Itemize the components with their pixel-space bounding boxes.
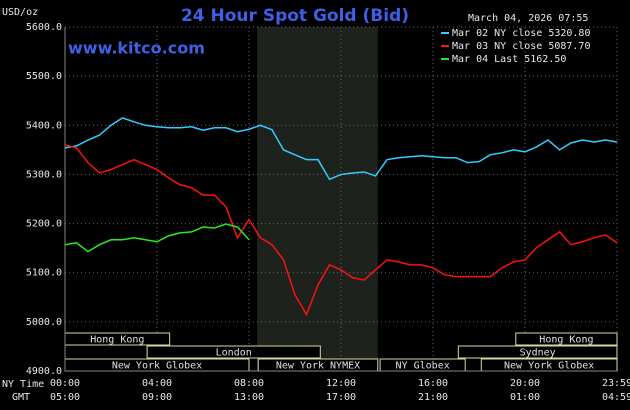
series-line bbox=[64, 223, 250, 253]
session-bar bbox=[515, 332, 618, 346]
x-tick-label: 23:59 bbox=[602, 378, 630, 389]
series-line bbox=[64, 144, 618, 317]
watermark: www.kitco.com bbox=[68, 39, 205, 58]
session-label: Sydney bbox=[520, 348, 556, 359]
session-bar bbox=[457, 345, 618, 359]
y-tick-label: 5300.0 bbox=[26, 169, 62, 180]
legend-label: Mar 02 NY close 5320.80 bbox=[452, 28, 590, 39]
x-tick-label-gmt: 09:00 bbox=[142, 392, 172, 403]
x-tick-label-gmt: 01:00 bbox=[510, 392, 540, 403]
y-tick-label: 5600.0 bbox=[26, 22, 62, 33]
x-tick-label-gmt: 21:00 bbox=[418, 392, 448, 403]
session-label: London bbox=[216, 348, 252, 359]
session-label: New York Globex bbox=[504, 361, 594, 372]
shaded-region bbox=[257, 27, 378, 371]
y-tick-label: 5100.0 bbox=[26, 268, 62, 279]
x-tick-label-gmt: 17:00 bbox=[326, 392, 356, 403]
x-tick-label-gmt: 13:00 bbox=[234, 392, 264, 403]
legend-label: Mar 04 Last 5162.50 bbox=[452, 54, 566, 65]
x-row-label: NY Time bbox=[2, 379, 44, 390]
x-tick-label-gmt: 04:59 bbox=[602, 392, 630, 403]
y-tick-label: 4900.0 bbox=[26, 366, 62, 377]
x-tick-label: 00:00 bbox=[50, 378, 80, 389]
session-label: New York Globex bbox=[112, 361, 202, 372]
x-tick-label: 16:00 bbox=[418, 378, 448, 389]
y-tick-label: 5000.0 bbox=[26, 317, 62, 328]
x-row-label: GMT bbox=[12, 392, 30, 403]
y-axis-label: USD/oz bbox=[2, 7, 38, 18]
legend-label: Mar 03 NY close 5087.70 bbox=[452, 41, 590, 52]
session-label: New York NYMEX bbox=[276, 361, 360, 372]
series-line bbox=[64, 117, 618, 181]
x-tick-label: 04:00 bbox=[142, 378, 172, 389]
x-tick-label: 20:00 bbox=[510, 378, 540, 389]
session-bar bbox=[146, 345, 321, 359]
chart-title: 24 Hour Spot Gold (Bid) bbox=[181, 6, 409, 26]
y-tick-label: 5400.0 bbox=[26, 120, 62, 131]
y-tick-label: 5500.0 bbox=[26, 71, 62, 82]
session-label: Hong Kong bbox=[539, 335, 593, 346]
session-label: NY Globex bbox=[396, 361, 450, 372]
timestamp: March 04, 2026 07:55 bbox=[468, 13, 588, 24]
y-tick-label: 5200.0 bbox=[26, 219, 62, 230]
session-label: Hong Kong bbox=[90, 335, 144, 346]
x-tick-label: 12:00 bbox=[326, 378, 356, 389]
x-tick-label-gmt: 05:00 bbox=[50, 392, 80, 403]
x-tick-label: 08:00 bbox=[234, 378, 264, 389]
